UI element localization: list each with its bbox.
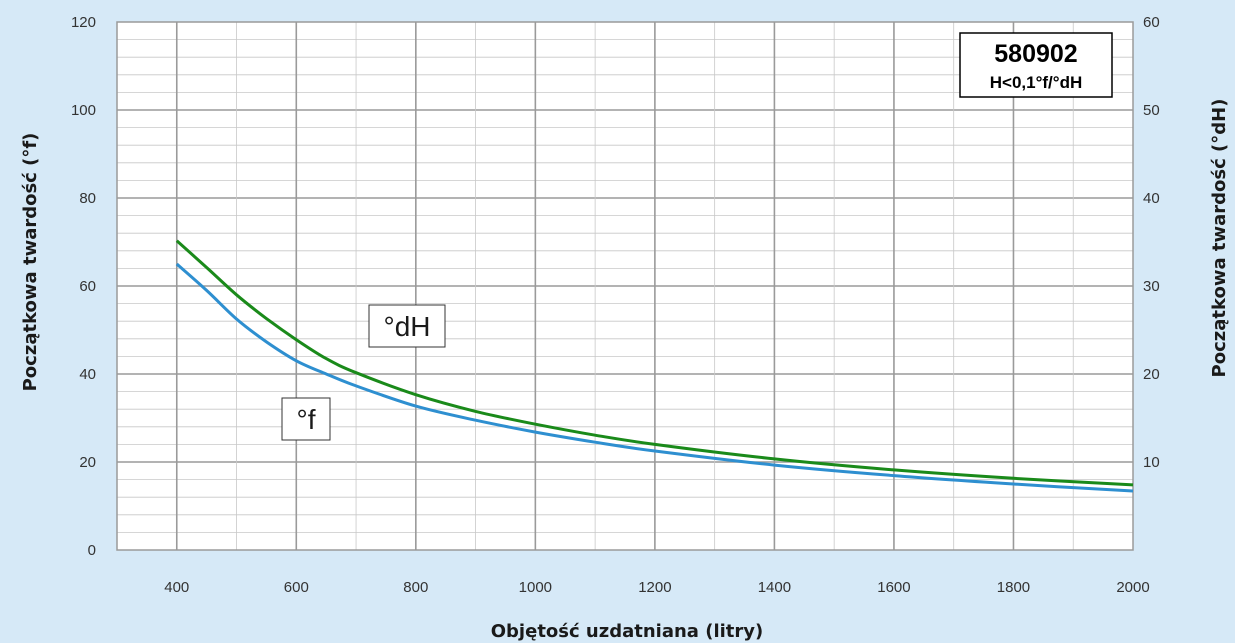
series-lines: [175, 239, 1134, 493]
x-tick-label: 2000: [1116, 579, 1149, 596]
x-tick-label: 1000: [519, 579, 552, 596]
series-label-f-text: °f: [297, 404, 316, 435]
x-tick-label: 1200: [638, 579, 671, 596]
y-right-tick-label: 30: [1143, 278, 1160, 295]
tick-labels: 400 600 800 1000 1200 1400 1600 1800 2000 0 20 40 60…: [71, 14, 1160, 596]
series-label-f: °f: [281, 397, 331, 441]
y-right-tick-label: 20: [1143, 366, 1160, 383]
y-right-tick-label: 60: [1143, 14, 1160, 31]
series-line-1: [175, 262, 1134, 493]
y-axis-right-title: Początkowa twardość (°dH): [1209, 99, 1230, 378]
y-left-tick-label: 100: [71, 102, 96, 119]
y-left-tick-label: 20: [79, 454, 96, 471]
x-tick-label: 1400: [758, 579, 791, 596]
x-tick-label: 400: [164, 579, 189, 596]
x-tick-label: 800: [403, 579, 428, 596]
x-tick-label: 600: [284, 579, 309, 596]
grid: [117, 22, 1133, 550]
y-axis-left-title: Początkowa twardość (°f): [20, 133, 41, 392]
y-left-tick-label: 0: [88, 542, 96, 559]
x-tick-label: 1600: [877, 579, 910, 596]
x-tick-label: 1800: [997, 579, 1030, 596]
y-right-tick-label: 40: [1143, 190, 1160, 207]
code-condition: H<0,1°f/°dH: [990, 73, 1082, 92]
code-box: 580902 H<0,1°f/°dH: [959, 32, 1113, 98]
y-left-tick-label: 120: [71, 14, 96, 31]
y-left-tick-label: 40: [79, 366, 96, 383]
plot-frame: [116, 21, 1134, 551]
series-label-dh-text: °dH: [384, 311, 431, 342]
y-left-tick-label: 60: [79, 278, 96, 295]
y-right-tick-label: 10: [1143, 454, 1160, 471]
y-right-tick-label: 50: [1143, 102, 1160, 119]
series-line-0: [175, 239, 1134, 487]
y-left-tick-label: 80: [79, 190, 96, 207]
x-axis-title: Objętość uzdatniana (litry): [491, 621, 763, 642]
series-label-dh: °dH: [368, 304, 446, 348]
code-title: 580902: [994, 40, 1077, 68]
